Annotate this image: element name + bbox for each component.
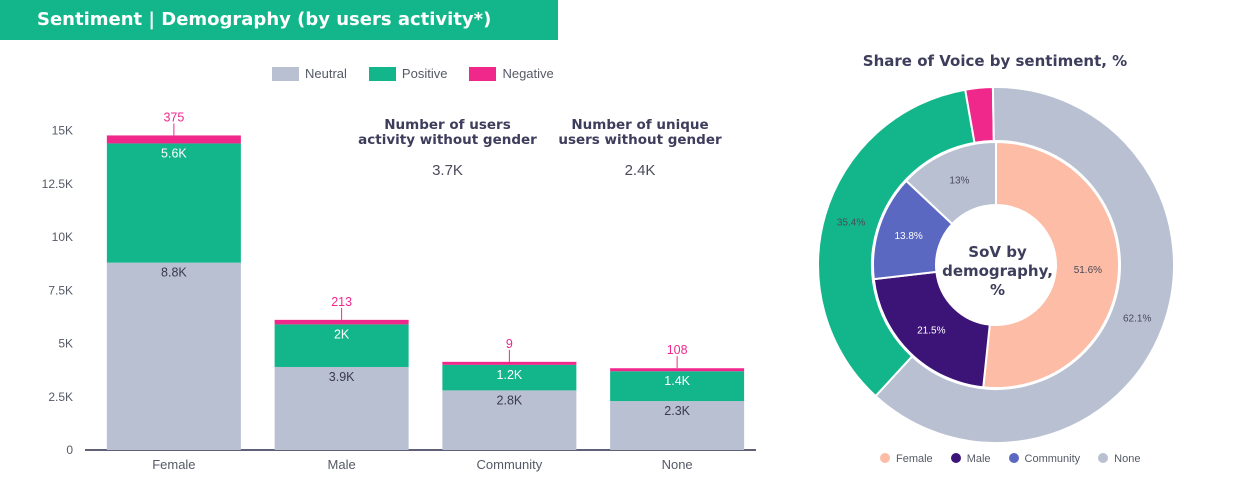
donut-legend-community[interactable]: Community [1008,453,1081,465]
y-tick-label: 7.5K [48,283,73,297]
data-label-negative: 9 [506,337,513,351]
stat-value: 2.4K [624,162,656,179]
stat-unique-users-without-gender: Number of unique users without gender 2.… [550,117,730,180]
stat-users-activity-without-gender: Number of users activity without gender … [350,117,545,180]
none-dot [1098,453,1109,463]
donut-slice-none [904,140,997,226]
donut-center-label: SoV by demography, % [925,243,1070,300]
bar-segment-negative [274,319,409,325]
donut-legend-label: None [1114,453,1141,465]
donut-legend-label: Female [896,453,933,465]
stacked-bar-chart: 0 2.5K 5K 7.5K 10K 12.5K 15K 8.8K 5.6K 375 Female 3… [42,110,756,472]
donut-slice-label: 35.4% [837,218,865,229]
legend-item-negative[interactable]: Negative [469,66,554,81]
donut-legend-male[interactable]: Male [950,453,991,465]
y-tick-label: 10K [52,230,73,244]
y-tick-label: 12.5K [42,177,73,191]
male-dot [950,453,961,463]
y-tick-label: 5K [58,337,73,351]
negative-swatch [469,66,497,81]
y-tick-label: 15K [52,124,73,138]
legend-label-positive: Positive [401,66,448,81]
legend-item-positive[interactable]: Positive [368,66,448,81]
donut-slice-label: 13% [949,176,969,187]
donut-legend-female[interactable]: Female [880,453,933,465]
donut-slice-label: 21.5% [917,325,945,336]
bar-segment-positive [442,364,577,391]
donut-legend-label: Community [1024,453,1081,465]
x-tick-label: None [662,457,693,472]
donut-slice-label: 13.8% [894,231,922,242]
data-label-positive: 1.4K [664,374,690,388]
stat-label-line1: Number of users [384,117,511,133]
stat-value: 3.7K [432,162,463,179]
legend-label-negative: Negative [502,66,554,81]
donut-center-line1: SoV by [968,243,1027,261]
donut-title: Share of Voice by sentiment, % [862,52,1128,70]
bar-segment-positive [274,324,409,367]
female-dot [880,453,890,463]
donut-slice-label: 62.1% [1123,314,1151,325]
sov-donut-chart: 62.1% 35.4% 51.6% 21.5% 13.8% 13% [817,86,1175,444]
bar-segment-neutral [106,262,241,450]
donut-legend: Female Male Community None [880,453,1140,465]
bar-segment-positive [610,371,745,402]
x-tick-label: Female [152,457,195,472]
stat-label-line2: activity without gender [358,132,537,148]
bar-segment-positive [106,143,241,263]
data-label-neutral: 3.9K [329,370,355,384]
donut-slice-male [872,270,991,389]
data-label-positive: 1.2K [497,368,523,382]
neutral-swatch [272,66,299,81]
legend-label-neutral: Neutral [305,66,347,81]
bar-segment-neutral [274,366,409,450]
donut-legend-none[interactable]: None [1098,453,1140,465]
bar-segment-neutral [610,401,745,450]
x-tick-label: Community [477,457,543,472]
x-tick-label: Male [328,457,356,472]
data-label-neutral: 2.3K [664,404,690,418]
stat-label-line1: Number of unique [571,117,709,133]
data-label-neutral: 2.8K [497,393,523,407]
data-label-positive: 2K [334,327,350,341]
page-title: Sentiment | Demography (by users activit… [0,0,558,40]
positive-swatch [368,66,396,81]
bar-segment-neutral [442,390,577,450]
bar-segment-negative [106,135,241,144]
donut-legend-label: Male [966,453,991,465]
donut-slice-female [982,140,1120,389]
data-label-negative: 108 [667,343,688,357]
data-label-neutral: 8.8K [161,266,187,280]
bar-chart-legend: Neutral Positive Negative [272,66,554,81]
stat-label-line2: users without gender [558,132,722,148]
legend-item-neutral[interactable]: Neutral [272,66,347,81]
community-dot [1008,453,1019,463]
donut-center-line3: % [989,281,1006,299]
donut-slice-label: 51.6% [1074,265,1102,276]
bar-segment-negative [610,368,745,372]
data-label-negative: 213 [331,295,352,309]
y-tick-label: 0 [66,443,73,457]
data-label-negative: 375 [163,110,184,124]
bar-segment-negative [442,361,577,365]
y-tick-label: 2.5K [48,390,73,404]
donut-center-line2: demography, [942,262,1053,280]
data-label-positive: 5.6K [161,146,187,160]
